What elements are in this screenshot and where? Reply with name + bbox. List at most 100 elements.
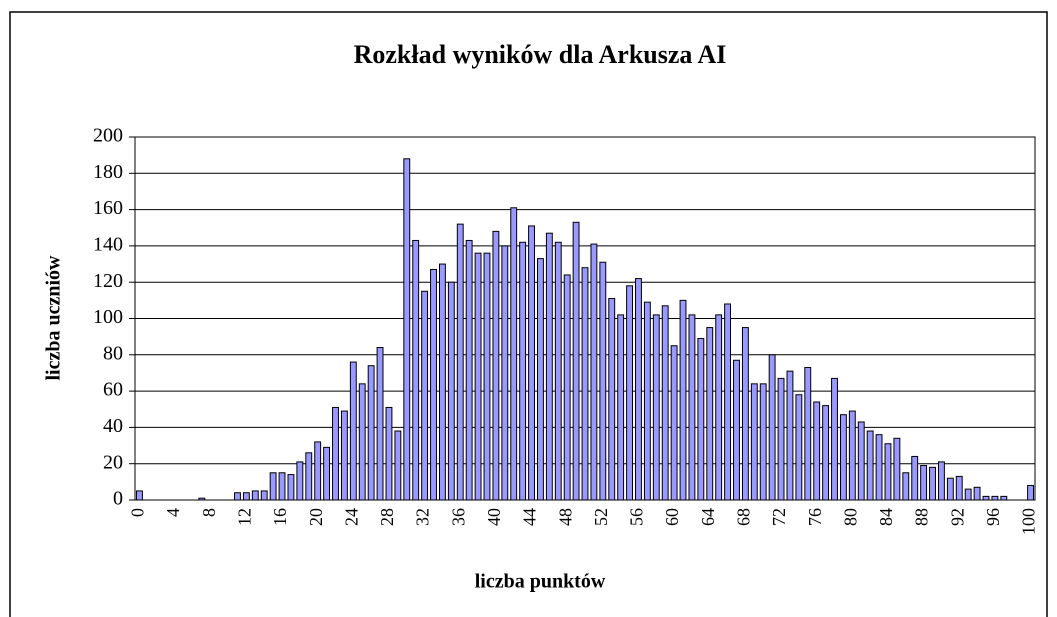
bar [510,207,518,501]
bar [848,410,856,501]
bar [599,261,607,501]
bar [679,299,687,501]
bar [349,361,357,501]
bar [483,252,491,501]
x-tick-label: 72 [769,508,789,526]
bar [822,405,830,501]
bar [884,443,892,501]
bar [287,474,295,501]
y-tick-label: 60 [103,379,123,401]
bar [875,434,883,501]
bar [955,475,963,501]
bar [733,359,740,501]
bar [305,452,313,501]
bar [857,421,865,501]
bar [715,314,723,501]
x-tick-label: 68 [734,508,754,526]
bar [278,472,286,501]
bar [430,268,437,501]
x-tick-label: 32 [413,508,433,526]
bar [590,243,598,501]
bar [652,314,660,501]
bar [376,347,384,501]
bar [421,290,429,501]
bar [786,370,794,501]
bar [759,383,767,501]
x-tick-label: 84 [876,508,896,526]
bar [1000,495,1008,501]
x-tick-label: 60 [662,508,682,526]
x-tick-label: 12 [235,508,255,526]
bar [688,314,696,501]
bar [456,223,464,501]
bar [581,267,589,501]
x-tick-label: 8 [199,508,219,517]
bar [804,367,812,501]
chart-title: Rozkład wyników dla Arkusza AI [354,40,727,69]
y-tick-label: 200 [93,125,123,147]
bar [920,465,928,501]
bar [866,430,874,501]
y-tick-label: 100 [93,306,123,328]
y-tick-label: 160 [93,197,123,219]
bar [946,477,954,501]
x-tick-label: 56 [627,508,647,526]
y-tick-label: 120 [93,270,123,292]
bar [964,488,972,501]
bar [911,455,919,501]
bar [412,239,420,501]
x-tick-label: 28 [377,508,397,526]
x-tick-label: 44 [520,508,540,526]
bar [670,345,678,501]
x-tick-label: 88 [912,508,932,526]
bar [251,490,259,501]
bar [893,437,901,501]
bar [661,305,669,501]
bar [296,461,304,501]
bar [777,377,785,501]
bar [474,252,482,501]
bar [795,394,803,501]
bar [902,472,910,501]
x-tick-label: 64 [698,508,718,526]
bar [554,241,562,501]
bar [839,414,847,501]
bar [492,230,500,501]
x-tick-label: 0 [128,508,148,517]
bar [643,301,651,501]
bar [563,274,571,501]
bar [234,492,241,501]
bar [768,354,776,501]
bar [367,365,375,501]
bar [572,221,580,501]
bar [617,314,625,501]
bar [242,492,250,501]
bar [403,158,411,501]
bar [260,490,268,501]
x-tick-label: 92 [947,508,967,526]
bar [340,410,348,501]
bar [537,258,544,501]
x-tick-label: 36 [448,508,468,526]
y-tick-label: 80 [103,342,123,364]
bar [741,327,749,501]
bar [973,486,981,501]
y-tick-label: 180 [93,161,123,183]
y-tick-label: 140 [93,233,123,255]
bar [438,263,446,501]
bar [332,406,339,501]
bar [831,377,838,501]
bar [626,285,633,501]
bar [314,441,322,501]
bar [198,497,206,501]
x-tick-label: 48 [555,508,575,526]
bar [465,239,473,501]
x-axis-label: liczba punktów [475,571,606,593]
bar [358,383,366,501]
bar [447,281,455,501]
x-tick-label: 80 [840,508,860,526]
bar [136,490,143,501]
bar [706,327,714,501]
bar [982,495,990,501]
